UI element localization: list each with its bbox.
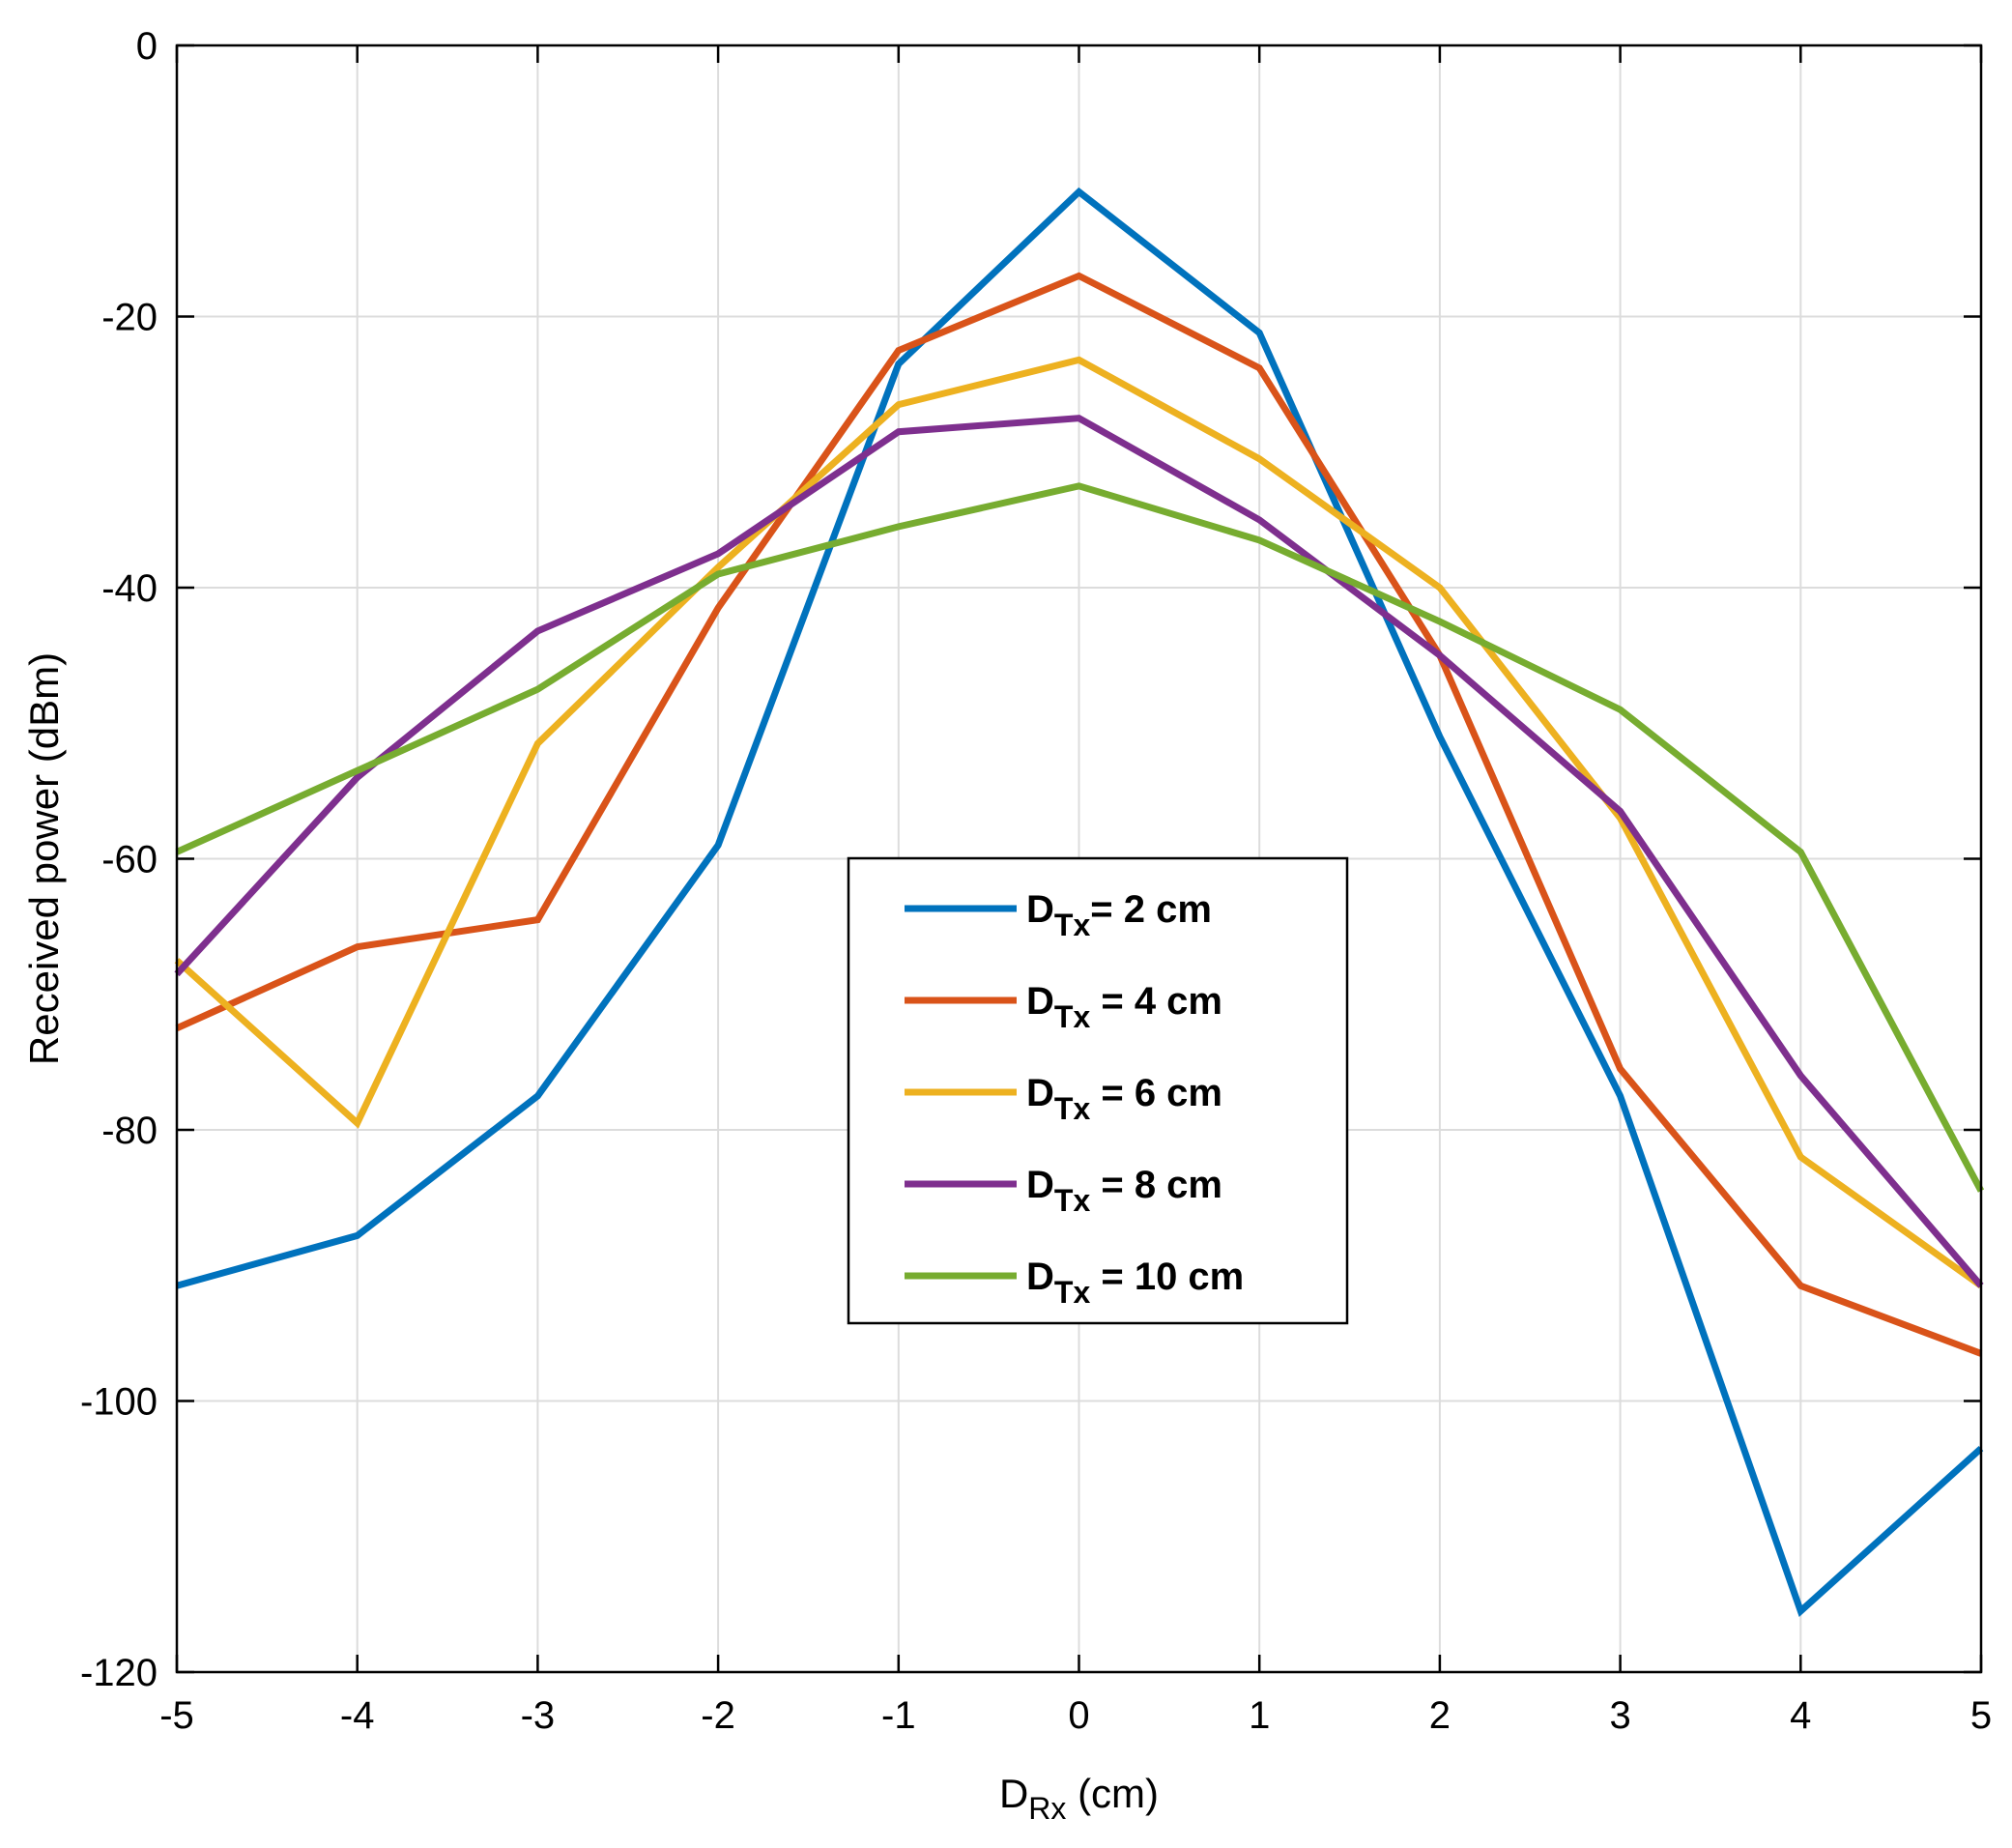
legend-label-sub: Tx <box>1054 1183 1091 1218</box>
legend-label-main: D <box>1026 980 1054 1023</box>
x-tick-label: -1 <box>881 1694 916 1737</box>
legend-entry-3: DTx = 6 cm <box>905 1072 1222 1126</box>
series-line-3 <box>174 356 1984 1289</box>
x-axis-label-rest: (cm) <box>1066 1771 1159 1816</box>
legend-label-main: D <box>1026 888 1054 931</box>
legend-label-rest: = 4 cm <box>1090 980 1222 1023</box>
legend-label-sub: Tx <box>1054 908 1091 942</box>
y-tick-label: -60 <box>101 839 158 881</box>
legend-label: DTx = 4 cm <box>1026 980 1222 1034</box>
legend-entry-5: DTx = 10 cm <box>905 1256 1244 1310</box>
series-line-4 <box>174 415 1984 1288</box>
legend-label-rest: = 10 cm <box>1090 1256 1244 1298</box>
legend-label-sub: Tx <box>1054 999 1091 1034</box>
x-tick-label: -4 <box>340 1694 375 1737</box>
legend-entry-4: DTx = 8 cm <box>905 1164 1222 1218</box>
x-axis-label: DRx (cm) <box>999 1771 1159 1826</box>
legend-label-sub: Tx <box>1054 1275 1091 1310</box>
legend-entry-1: DTx= 2 cm <box>905 888 1212 942</box>
y-tick-label: -40 <box>101 567 158 610</box>
legend-label-rest: = 8 cm <box>1090 1164 1222 1206</box>
x-tick-label: 0 <box>1068 1694 1089 1737</box>
legend-label: DTx = 8 cm <box>1026 1164 1222 1218</box>
x-axis-label-main: D <box>999 1771 1028 1816</box>
x-tick-label: 1 <box>1249 1694 1270 1737</box>
legend-label: DTx= 2 cm <box>1026 888 1212 942</box>
x-tick-label: -2 <box>701 1694 735 1737</box>
x-tick-label: 2 <box>1429 1694 1451 1737</box>
axis-ticks <box>175 43 1983 1674</box>
series-line-2 <box>175 272 1983 1357</box>
x-tick-label: 4 <box>1790 1694 1811 1737</box>
y-tick-label: -20 <box>101 297 158 339</box>
legend-label-rest: = 6 cm <box>1090 1072 1222 1114</box>
x-axis-label-sub: Rx <box>1028 1791 1066 1826</box>
series-line-5 <box>175 482 1985 1193</box>
legend-entry-2: DTx = 4 cm <box>905 980 1222 1034</box>
y-axis-label: Received power (dBm) <box>21 652 67 1065</box>
x-tick-label: 5 <box>1970 1694 1992 1737</box>
x-tick-label: 3 <box>1609 1694 1630 1737</box>
y-tick-label: 0 <box>136 25 158 68</box>
y-tick-label: -80 <box>101 1110 158 1152</box>
legend-label: DTx = 10 cm <box>1026 1256 1244 1310</box>
x-tick-label: -3 <box>521 1694 556 1737</box>
legend-label-sub: Tx <box>1054 1091 1091 1126</box>
series-group <box>174 187 1985 1618</box>
y-tick-label: -120 <box>80 1652 158 1694</box>
legend-label-rest: = 2 cm <box>1090 888 1212 931</box>
x-tick-label: -5 <box>159 1694 194 1737</box>
y-tick-label: -100 <box>80 1381 158 1424</box>
series-line-1 <box>176 187 1984 1618</box>
legend-label: DTx = 6 cm <box>1026 1072 1222 1126</box>
legend-label-main: D <box>1026 1072 1054 1114</box>
x-tick-labels: -5 -4 -3 -2 -1 0 1 2 3 4 5 <box>159 1694 1992 1737</box>
y-tick-labels: 0 -20 -40 -60 -80 -100 -120 <box>80 25 158 1694</box>
legend-label-main: D <box>1026 1164 1054 1206</box>
legend-label-main: D <box>1026 1256 1054 1298</box>
